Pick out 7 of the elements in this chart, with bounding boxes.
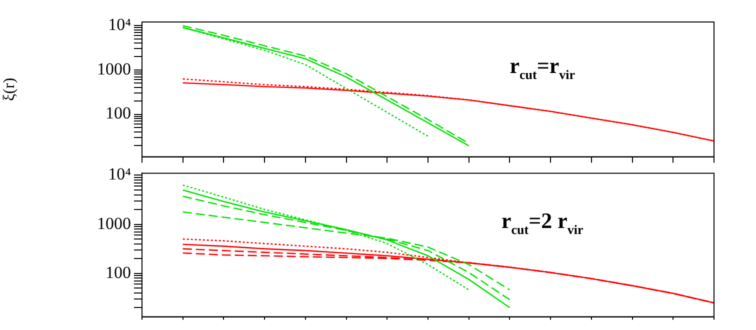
- y-tick-label: 1000: [97, 214, 131, 233]
- y-tick-label: 10⁴: [108, 14, 132, 34]
- y-tick-label: 1000: [97, 59, 131, 78]
- y-axis-title: ξ(r): [0, 78, 18, 101]
- y-tick-label: 100: [106, 262, 131, 282]
- y-tick-label: 100: [106, 104, 131, 123]
- y-tick-label: 10⁴: [108, 164, 132, 184]
